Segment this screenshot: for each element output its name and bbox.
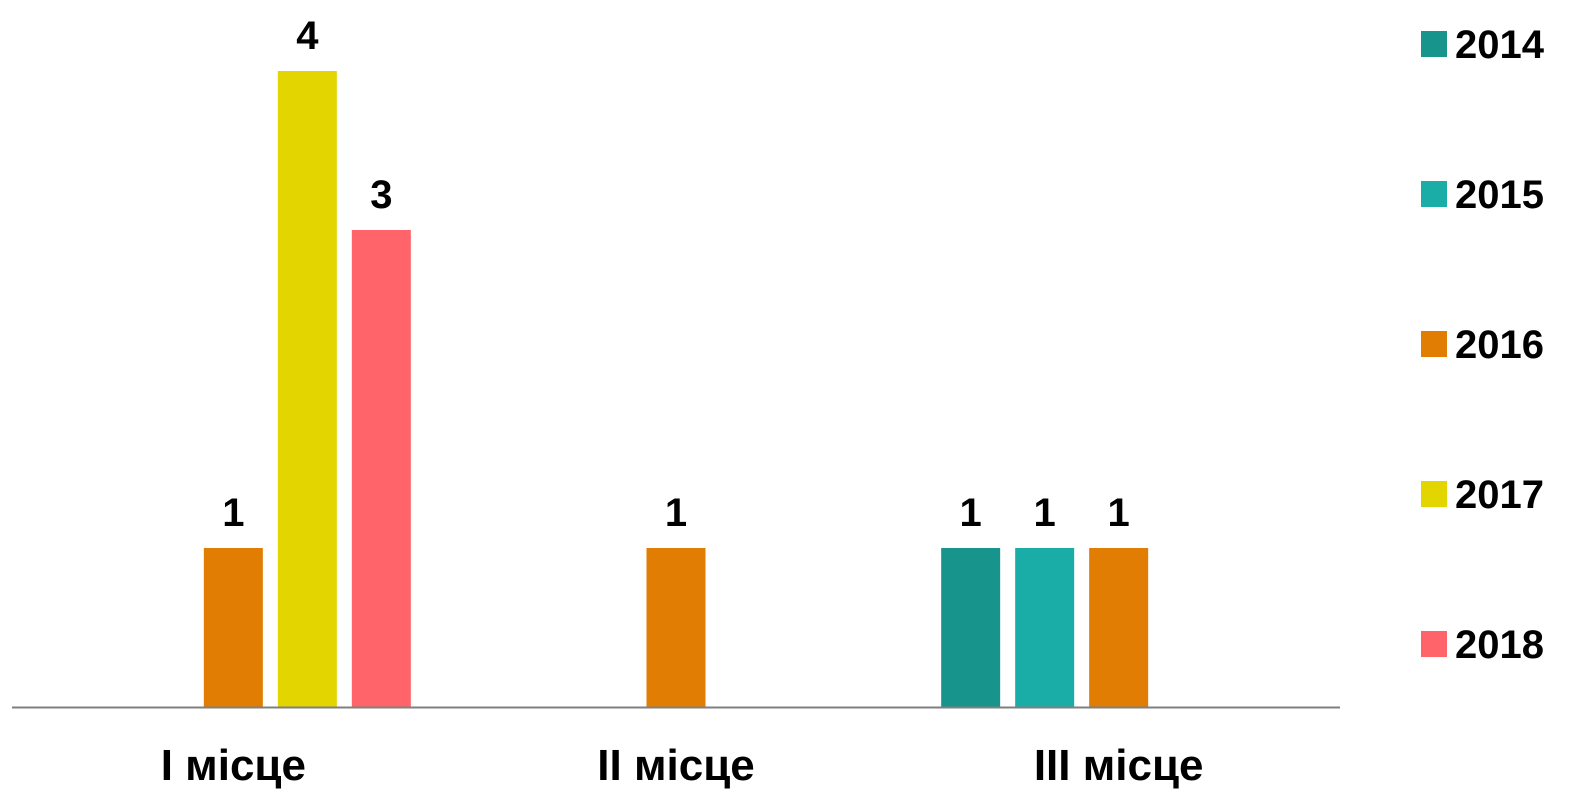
legend-label-2014: 2014: [1455, 23, 1545, 67]
data-label-2016-3: 1: [1108, 491, 1130, 535]
bar-2015-3: [1015, 548, 1075, 707]
legend-swatch-2016: [1421, 331, 1447, 357]
x-tick-label: ІІІ місце: [1034, 741, 1204, 790]
x-tick-label: ІІ місце: [597, 741, 754, 790]
data-label-2016-2: 1: [665, 491, 687, 535]
legend-swatch-2015: [1421, 181, 1447, 207]
legend-label-2015: 2015: [1455, 173, 1544, 217]
legend-label-2016: 2016: [1455, 323, 1544, 367]
data-label-2017-1: 4: [296, 14, 319, 58]
bar-2018-1: [351, 230, 411, 707]
plot-area: [203, 71, 1149, 707]
legend: 2014 2015 2016 2017 2018: [1421, 23, 1545, 667]
bar-2016-1: [203, 548, 263, 707]
bar-2016-3: [1089, 548, 1149, 707]
legend-swatch-2018: [1421, 631, 1447, 657]
legend-swatch-2014: [1421, 31, 1447, 57]
bar-2014-3: [941, 548, 1001, 707]
data-label-2014-3: 1: [960, 491, 982, 535]
data-label-2015-3: 1: [1034, 491, 1056, 535]
x-tick-label: І місце: [161, 741, 306, 790]
bar-2016-2: [646, 548, 706, 707]
x-axis-tick-labels: І місце ІІ місце ІІІ місце: [161, 741, 1204, 790]
bar-2017-1: [277, 71, 337, 707]
legend-label-2018: 2018: [1455, 623, 1544, 667]
legend-swatch-2017: [1421, 481, 1447, 507]
legend-label-2017: 2017: [1455, 473, 1544, 517]
data-labels: 1 4 3 1 1 1 1: [222, 14, 1130, 535]
data-label-2016-1: 1: [222, 491, 244, 535]
data-label-2018-1: 3: [370, 173, 392, 217]
